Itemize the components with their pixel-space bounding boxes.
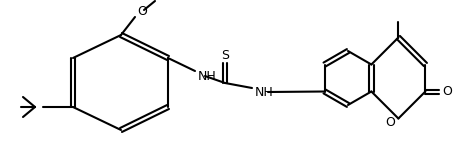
Text: O: O [385, 116, 395, 129]
Text: S: S [221, 48, 229, 61]
Text: O: O [137, 4, 147, 17]
Text: O: O [443, 85, 452, 98]
Text: NH: NH [198, 70, 217, 83]
Text: NH: NH [255, 85, 274, 98]
